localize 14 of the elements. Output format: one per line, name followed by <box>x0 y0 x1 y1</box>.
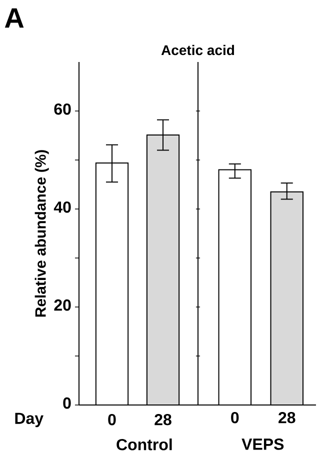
x-tick-label: 28 <box>154 414 172 426</box>
y-tick-label: 20 <box>54 299 71 311</box>
text: A <box>4 8 24 28</box>
x-tick-label: 0 <box>231 412 239 424</box>
x-tick-label: 28 <box>278 412 296 424</box>
x-tick-label: 0 <box>108 414 116 426</box>
text: Day <box>15 412 44 428</box>
y-tick-label: 60 <box>54 103 71 115</box>
x-axis-title: Control <box>116 438 172 450</box>
x-axis-title: VEPS <box>242 438 284 450</box>
y-tick-label: 0 <box>63 397 71 409</box>
y-tick-label: 40 <box>54 201 71 213</box>
chart-title: Acetic acid <box>161 44 234 56</box>
y-axis-title: Relative abundance (%) <box>34 150 49 317</box>
